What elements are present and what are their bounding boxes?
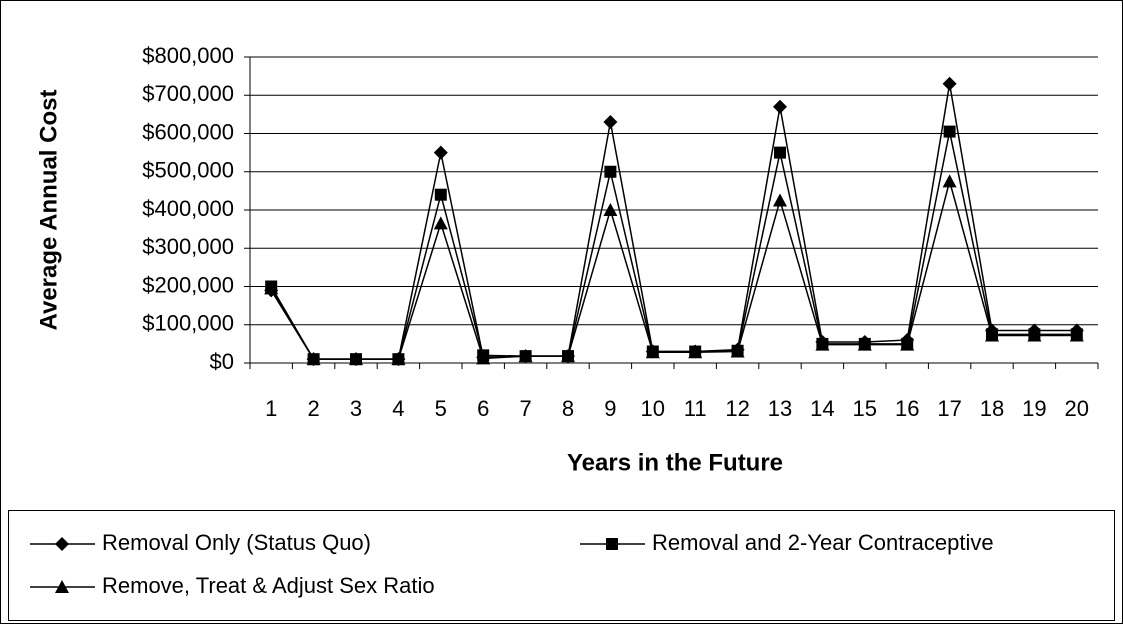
marker <box>603 203 618 216</box>
x-tick-label: 12 <box>725 396 749 421</box>
legend-label: Remove, Treat & Adjust Sex Ratio <box>102 573 435 598</box>
y-tick-label: $600,000 <box>142 119 234 144</box>
x-tick-label: 7 <box>519 396 531 421</box>
marker <box>603 115 618 130</box>
marker <box>518 349 533 363</box>
marker <box>730 344 745 358</box>
y-tick-label: $0 <box>210 349 234 374</box>
marker <box>1027 328 1042 342</box>
y-tick-label: $400,000 <box>142 196 234 221</box>
legend-marker <box>55 580 69 593</box>
marker <box>433 216 448 230</box>
marker <box>815 337 830 351</box>
marker <box>900 337 915 351</box>
x-tick-label: 11 <box>684 396 707 421</box>
marker <box>942 174 957 188</box>
x-tick-label: 20 <box>1065 396 1089 421</box>
x-tick-label: 6 <box>477 396 489 421</box>
y-tick-label: $800,000 <box>142 43 234 68</box>
legend-marker <box>606 538 618 550</box>
y-tick-label: $700,000 <box>142 81 234 106</box>
x-tick-label: 16 <box>895 396 919 421</box>
marker <box>604 165 617 178</box>
legend-label: Removal and 2-Year Contraceptive <box>652 530 994 555</box>
legend-label: Removal Only (Status Quo) <box>102 530 371 555</box>
y-tick-label: $300,000 <box>142 234 234 259</box>
marker <box>773 193 787 207</box>
x-tick-label: 2 <box>307 396 319 421</box>
marker <box>943 125 956 138</box>
y-tick-label: $100,000 <box>142 311 234 336</box>
x-tick-label: 18 <box>980 396 1004 421</box>
marker <box>774 146 786 159</box>
x-tick-label: 9 <box>604 396 616 421</box>
marker <box>476 351 491 365</box>
x-tick-label: 10 <box>641 396 665 421</box>
marker <box>561 349 575 363</box>
x-axis-title: Years in the Future <box>567 449 783 476</box>
x-tick-label: 14 <box>810 396 834 421</box>
series-line <box>270 131 1077 360</box>
x-tick-label: 8 <box>562 396 574 421</box>
marker <box>433 145 448 160</box>
marker <box>434 188 447 201</box>
marker <box>985 328 999 342</box>
x-tick-label: 3 <box>350 396 362 421</box>
marker <box>688 345 703 359</box>
marker <box>645 345 660 359</box>
legend-marker <box>55 537 69 551</box>
marker <box>306 352 321 366</box>
x-tick-label: 4 <box>392 396 404 421</box>
marker <box>857 337 872 351</box>
x-tick-label: 13 <box>768 396 792 421</box>
x-tick-label: 15 <box>853 396 877 421</box>
y-tick-label: $200,000 <box>142 272 234 297</box>
x-tick-label: 17 <box>937 396 961 421</box>
marker <box>349 352 363 366</box>
marker <box>391 352 406 366</box>
marker <box>942 76 957 91</box>
x-tick-label: 19 <box>1022 396 1046 421</box>
legend-box <box>8 510 1115 621</box>
x-tick-label: 1 <box>265 396 277 421</box>
y-tick-label: $500,000 <box>142 158 234 183</box>
marker <box>1069 328 1084 342</box>
series-line <box>270 178 1077 360</box>
marker <box>264 281 279 295</box>
marker <box>773 99 787 114</box>
x-tick-label: 5 <box>435 396 447 421</box>
y-axis-title: Average Annual Cost <box>35 90 62 331</box>
